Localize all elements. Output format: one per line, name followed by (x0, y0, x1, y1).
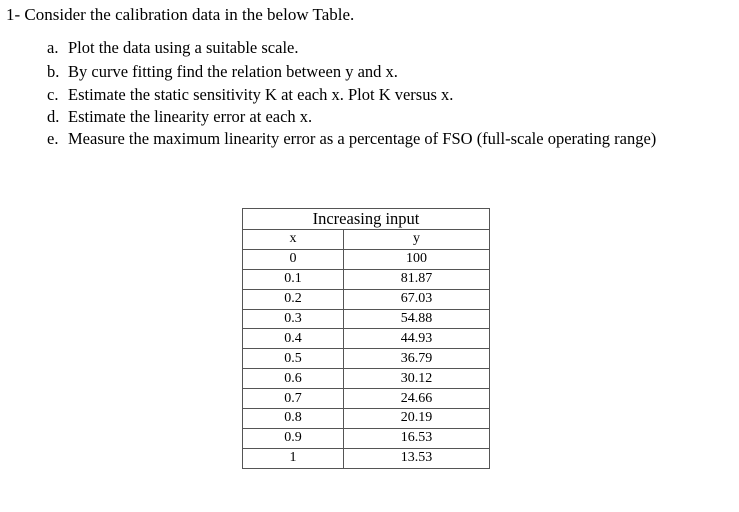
cell-y: 36.79 (343, 348, 490, 370)
cell-y: 20.19 (343, 408, 490, 429)
question-title: 1- Consider the calibration data in the … (6, 5, 355, 24)
column-header-y: y (343, 229, 490, 250)
cell-y: 24.66 (343, 388, 490, 410)
item-text: Estimate the linearity error at each x. (68, 107, 313, 126)
item-letter: a. (47, 38, 59, 57)
cell-x: 0.8 (242, 408, 344, 429)
table-header: Increasing input (242, 208, 490, 230)
question-item: a. Plot the data using a suitable scale. (47, 38, 298, 58)
table-row: 0.9 16.53 (242, 427, 490, 449)
item-text: By curve fitting find the relation betwe… (68, 62, 398, 81)
item-text: Plot the data using a suitable scale. (68, 38, 299, 57)
cell-x: 0.1 (242, 268, 344, 290)
cell-x: 0.7 (242, 388, 344, 410)
cell-x: 0.5 (242, 348, 344, 370)
table-row: 0.6 30.12 (242, 368, 490, 390)
question-item: e. Measure the maximum linearity error as… (47, 129, 656, 149)
table-row: 0 100 (242, 248, 490, 270)
cell-x: 0.3 (242, 308, 344, 330)
cell-x: 0.2 (242, 288, 344, 310)
item-letter: b. (47, 62, 60, 81)
cell-y: 100 (343, 248, 490, 270)
table-row: 0.1 81.87 (242, 268, 490, 290)
item-letter: e. (47, 129, 59, 148)
cell-y: 67.03 (343, 288, 490, 310)
cell-x: 0.6 (242, 368, 344, 390)
table-row: 0.4 44.93 (242, 328, 490, 350)
cell-x: 0 (242, 248, 344, 270)
cell-y: 30.12 (343, 368, 490, 390)
table-row: 0.2 67.03 (242, 288, 490, 310)
cell-y: 81.87 (343, 268, 490, 290)
item-letter: c. (47, 85, 59, 104)
table-row: 0.5 36.79 (242, 348, 490, 370)
cell-y: 13.53 (343, 447, 490, 469)
question-item: c. Estimate the static sensitivity K at e… (47, 85, 453, 105)
cell-x: 0.4 (242, 328, 344, 350)
table-row: 0.7 24.66 (242, 388, 490, 410)
cell-x: 1 (242, 447, 344, 469)
question-item: d. Estimate the linearity error at each x… (47, 107, 312, 127)
cell-x: 0.9 (242, 427, 344, 449)
item-text: Measure the maximum linearity error as a… (68, 129, 657, 148)
cell-y: 44.93 (343, 328, 490, 350)
item-text: Estimate the static sensitivity K at eac… (68, 85, 454, 104)
question-item: b. By curve fitting find the relation bet… (47, 62, 398, 82)
cell-y: 16.53 (343, 427, 490, 449)
column-header-x: x (242, 229, 344, 250)
table-row: 0.3 54.88 (242, 308, 490, 330)
cell-y: 54.88 (343, 308, 490, 330)
item-letter: d. (47, 107, 60, 126)
table-row: 1 13.53 (242, 447, 490, 469)
table-row: 0.8 20.19 (242, 408, 490, 429)
